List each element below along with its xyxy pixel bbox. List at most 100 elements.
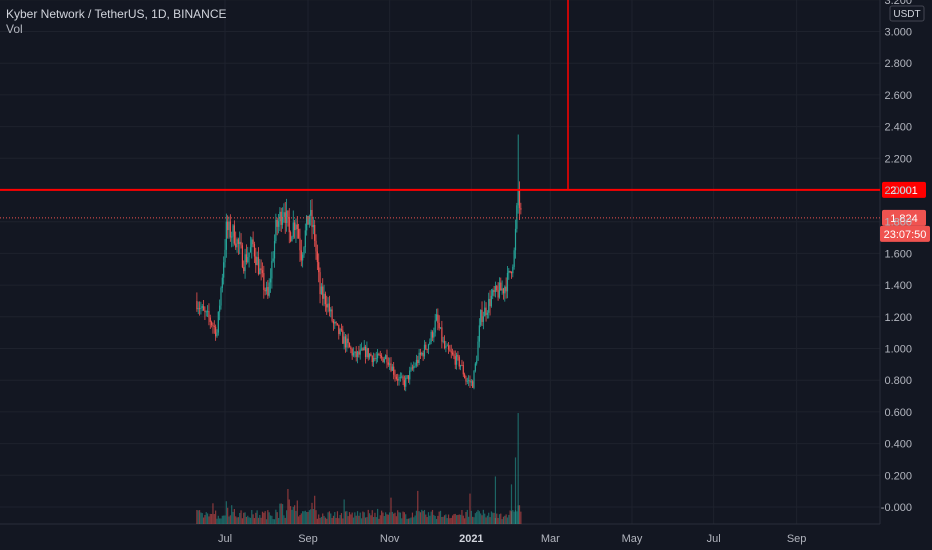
candle-body	[300, 250, 302, 261]
volume-bar	[403, 512, 405, 524]
candle-body	[513, 250, 515, 267]
volume-bar	[311, 502, 313, 524]
volume-bar	[355, 515, 357, 524]
volume-bar	[285, 510, 288, 524]
volume-bar	[472, 516, 474, 524]
candle-body	[441, 327, 443, 342]
candle-body	[406, 375, 408, 378]
candle-body	[367, 348, 369, 358]
candle-body	[273, 241, 276, 259]
candle-body	[209, 317, 211, 322]
volume-bar	[489, 517, 491, 524]
price-tick-label: 2.600	[884, 90, 912, 102]
volume-bar	[422, 511, 424, 524]
candle-body	[291, 236, 293, 242]
volume-bar	[508, 514, 510, 524]
candle-body	[422, 352, 424, 357]
candle-body	[308, 215, 310, 225]
time-tick-label: Jul	[707, 533, 721, 545]
candle-body	[480, 309, 482, 326]
volume-bar	[421, 509, 423, 524]
volume-bar	[402, 511, 404, 524]
candle-body	[332, 320, 335, 324]
volume-bar	[450, 517, 452, 524]
candle-body	[322, 286, 324, 299]
candle-body	[419, 352, 422, 355]
volume-bar	[461, 510, 463, 524]
candle-body	[490, 295, 493, 307]
candle-body	[374, 357, 376, 359]
volume-bar	[328, 511, 331, 524]
volume-bar	[211, 513, 213, 524]
volume-bar	[239, 513, 241, 524]
volume-bar	[407, 518, 410, 524]
volume-bar	[221, 515, 223, 524]
candle-body	[220, 288, 222, 306]
time-axis[interactable]: Jul Sep Nov 2021 Mar May Jul Sep	[218, 533, 806, 545]
candle-body	[500, 282, 502, 291]
candle-body	[462, 365, 464, 375]
volume-bar	[413, 517, 415, 524]
candle-body	[245, 254, 248, 263]
candle-body	[447, 345, 450, 350]
price-tick-label: 0.800	[884, 375, 912, 387]
volume-bar	[300, 513, 302, 524]
volume-bar	[336, 511, 339, 524]
candle-body	[398, 377, 400, 381]
candle-body	[343, 336, 345, 344]
time-tick-label: Mar	[541, 533, 560, 545]
volume-bar	[430, 511, 432, 524]
volume-bar	[255, 512, 257, 524]
candle-body	[221, 277, 223, 289]
volume-bar	[339, 514, 341, 524]
candle-body	[421, 352, 423, 355]
volume-bar	[517, 413, 519, 524]
candle-body	[461, 365, 463, 366]
volume-bar	[287, 489, 289, 524]
candle-body	[468, 380, 470, 382]
volume-bar	[504, 515, 506, 524]
volume-bar	[419, 512, 422, 524]
candle-body	[204, 310, 206, 313]
time-tick-label: Nov	[380, 533, 400, 545]
candle-body	[497, 290, 499, 298]
candle-body	[217, 311, 219, 333]
volume-bar	[429, 515, 431, 524]
candle-body	[213, 326, 215, 327]
volume-bar	[520, 511, 522, 524]
volume-bar	[338, 518, 340, 524]
volume-bar	[334, 512, 336, 524]
candle-body	[208, 311, 210, 318]
volume-bar	[314, 495, 316, 524]
candle-body	[212, 324, 214, 327]
candle-body	[438, 322, 440, 329]
volume-bar	[490, 511, 493, 524]
candle-body	[453, 354, 455, 357]
last-price-tag-bg	[882, 209, 926, 226]
volume-bar	[280, 503, 282, 524]
volume-bar	[217, 515, 219, 524]
candle-body	[356, 351, 359, 357]
volume-indicator-label[interactable]: Vol	[6, 22, 23, 36]
candle-body	[327, 303, 329, 308]
volume-bar	[289, 506, 292, 524]
volume-bar	[332, 515, 335, 524]
price-tick-label: 1.400	[884, 280, 912, 292]
symbol-title[interactable]: Kyber Network / TetherUS, 1D, BINANCE	[6, 7, 227, 21]
candle-body	[316, 251, 318, 263]
candle-body	[352, 352, 355, 356]
candle-body	[294, 222, 296, 231]
candle-body	[362, 348, 364, 351]
candle-body	[477, 341, 479, 361]
candle-body	[502, 288, 505, 294]
volume-bar	[455, 515, 458, 524]
candle-body	[433, 332, 435, 338]
candle-body	[451, 352, 454, 355]
candle-body	[224, 249, 226, 263]
price-axis[interactable]: 3.200 3.000 2.800 2.600 2.400 2.200 2.000 1.800…	[881, 0, 925, 514]
volume-bar	[330, 513, 332, 524]
candle-body	[299, 238, 301, 251]
volume-bar	[377, 508, 379, 524]
